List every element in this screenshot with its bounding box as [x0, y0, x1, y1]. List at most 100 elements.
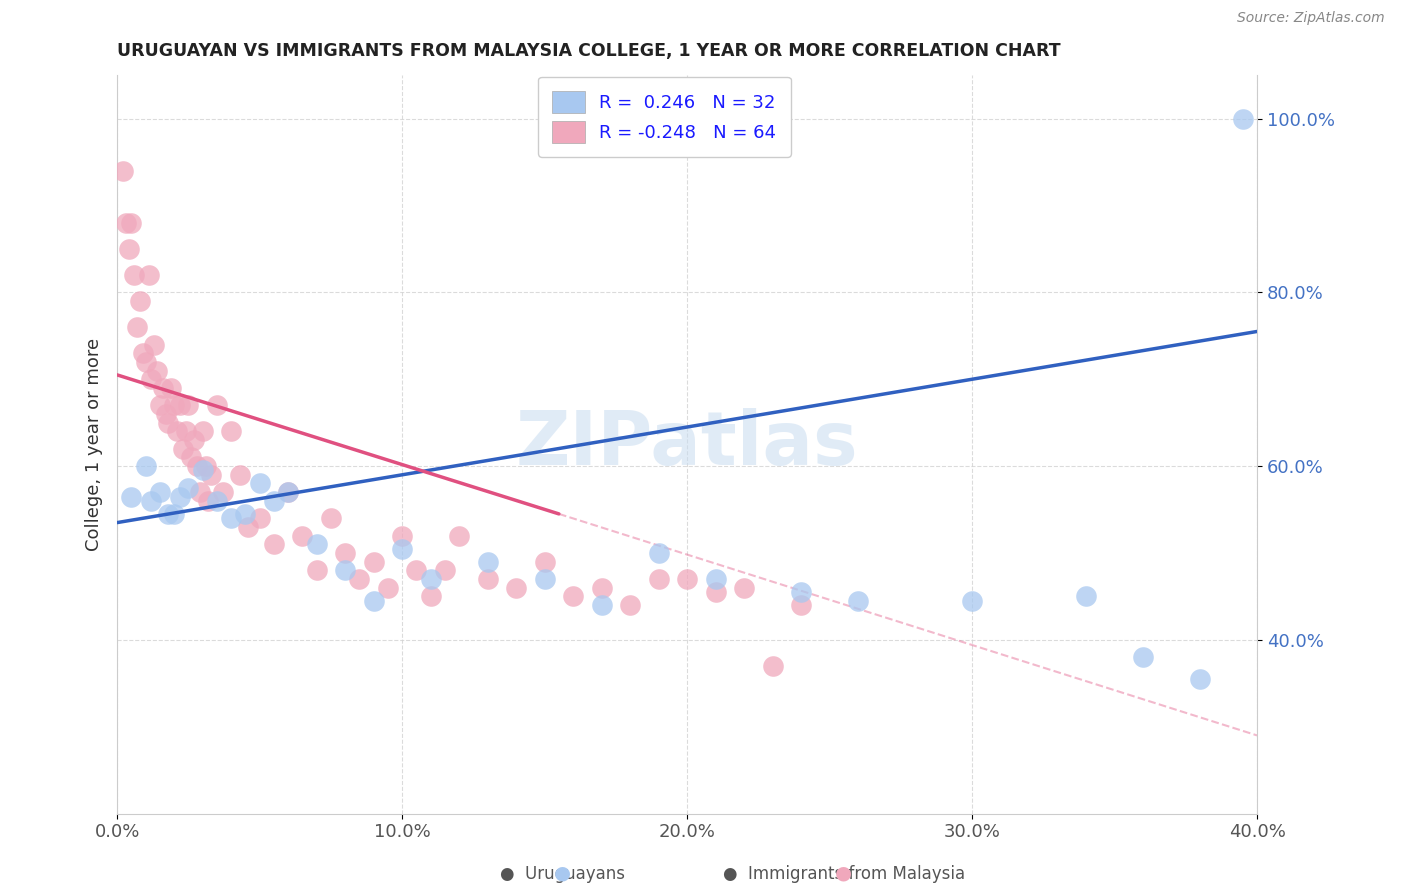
Point [157, 416, 180, 430]
Text: Source: ZipAtlas.com: Source: ZipAtlas.com [1237, 12, 1385, 25]
Point [138, 268, 160, 282]
Point [277, 485, 299, 500]
Point [163, 507, 186, 521]
Point [141, 372, 163, 386]
Point [333, 563, 356, 577]
Point [238, 520, 260, 534]
Point [191, 463, 214, 477]
Point [194, 459, 217, 474]
Point [174, 425, 197, 439]
Point [149, 398, 172, 412]
Point [349, 572, 371, 586]
Point [228, 467, 250, 482]
Point [1189, 672, 1212, 686]
Point [141, 494, 163, 508]
Point [263, 494, 285, 508]
Point [149, 485, 172, 500]
Text: ZIPatlas: ZIPatlas [516, 408, 859, 481]
Point [477, 555, 499, 569]
Point [477, 572, 499, 586]
Text: ●: ● [835, 863, 852, 882]
Point [163, 398, 186, 412]
Point [846, 594, 869, 608]
Point [172, 442, 194, 456]
Point [405, 563, 427, 577]
Point [790, 585, 813, 599]
Point [533, 555, 555, 569]
Point [124, 268, 146, 282]
Y-axis label: College, 1 year or more: College, 1 year or more [86, 338, 103, 551]
Text: ●  Immigrants from Malaysia: ● Immigrants from Malaysia [723, 864, 965, 882]
Point [377, 581, 399, 595]
Point [114, 216, 136, 230]
Point [166, 425, 188, 439]
Point [135, 459, 157, 474]
Point [152, 381, 174, 395]
Point [177, 481, 200, 495]
Point [960, 594, 983, 608]
Point [219, 425, 242, 439]
Point [197, 494, 219, 508]
Point [704, 572, 727, 586]
Point [183, 433, 205, 447]
Point [1132, 650, 1154, 665]
Point [169, 398, 191, 412]
Point [391, 528, 413, 542]
Point [277, 485, 299, 500]
Point [191, 425, 214, 439]
Point [211, 485, 233, 500]
Point [433, 563, 456, 577]
Point [117, 242, 139, 256]
Point [129, 294, 152, 309]
Point [200, 467, 222, 482]
Point [704, 585, 727, 599]
Text: ●  Uruguayans: ● Uruguayans [501, 864, 624, 882]
Point [180, 450, 202, 465]
Point [186, 459, 208, 474]
Point [160, 381, 183, 395]
Text: URUGUAYAN VS IMMIGRANTS FROM MALAYSIA COLLEGE, 1 YEAR OR MORE CORRELATION CHART: URUGUAYAN VS IMMIGRANTS FROM MALAYSIA CO… [117, 42, 1060, 60]
Point [1074, 590, 1097, 604]
Point [790, 598, 813, 612]
Legend: R =  0.246   N = 32, R = -0.248   N = 64: R = 0.246 N = 32, R = -0.248 N = 64 [538, 77, 790, 157]
Point [319, 511, 342, 525]
Point [249, 511, 271, 525]
Point [505, 581, 527, 595]
Point [363, 594, 385, 608]
Point [263, 537, 285, 551]
Point [419, 572, 441, 586]
Point [305, 563, 328, 577]
Point [647, 546, 669, 560]
Point [169, 490, 191, 504]
Text: ●: ● [554, 863, 571, 882]
Point [205, 494, 228, 508]
Point [135, 355, 157, 369]
Point [111, 163, 134, 178]
Point [157, 507, 180, 521]
Point [449, 528, 471, 542]
Point [1232, 112, 1254, 126]
Point [333, 546, 356, 560]
Point [155, 407, 177, 421]
Point [762, 659, 785, 673]
Point [120, 216, 142, 230]
Point [291, 528, 314, 542]
Point [205, 398, 228, 412]
Point [188, 485, 211, 500]
Point [143, 337, 166, 351]
Point [127, 320, 149, 334]
Point [562, 590, 585, 604]
Point [619, 598, 641, 612]
Point [120, 490, 142, 504]
Point [533, 572, 555, 586]
Point [132, 346, 155, 360]
Point [419, 590, 441, 604]
Point [219, 511, 242, 525]
Point [647, 572, 669, 586]
Point [591, 598, 613, 612]
Point [146, 363, 169, 377]
Point [391, 541, 413, 556]
Point [249, 476, 271, 491]
Point [676, 572, 699, 586]
Point [235, 507, 257, 521]
